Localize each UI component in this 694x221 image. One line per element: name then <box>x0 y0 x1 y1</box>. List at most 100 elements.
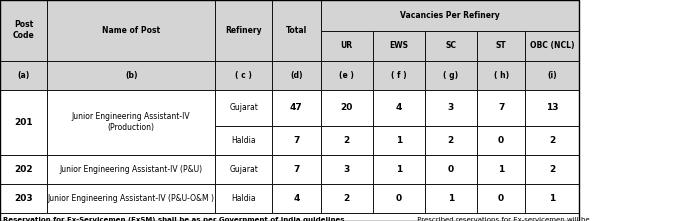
Text: (e ): (e ) <box>339 71 354 80</box>
Bar <box>321 184 373 213</box>
Bar <box>215 61 272 90</box>
Bar <box>321 61 373 90</box>
Bar <box>272 155 321 184</box>
Bar <box>425 90 477 126</box>
Bar <box>215 184 272 213</box>
Text: 20: 20 <box>341 103 353 112</box>
Text: 4: 4 <box>293 194 300 203</box>
Bar <box>47 184 215 213</box>
Bar <box>525 155 579 184</box>
Text: 1: 1 <box>448 194 454 203</box>
Bar <box>373 184 425 213</box>
Bar <box>477 61 525 90</box>
Text: Name of Post: Name of Post <box>102 26 160 35</box>
Bar <box>425 126 477 155</box>
Text: Haldia: Haldia <box>231 136 256 145</box>
Text: Reservation for Ex-Servicemen (ExSM) shall be as per Government of India guideli: Reservation for Ex-Servicemen (ExSM) sha… <box>3 217 348 221</box>
Bar <box>477 155 525 184</box>
Bar <box>321 0 579 31</box>
Text: 7: 7 <box>498 103 505 112</box>
Bar <box>425 184 477 213</box>
Text: Total: Total <box>286 26 307 35</box>
Bar <box>477 126 525 155</box>
Bar <box>0 0 47 61</box>
Bar <box>425 155 477 184</box>
Bar <box>321 155 373 184</box>
Bar <box>215 0 272 61</box>
Text: 2: 2 <box>549 136 556 145</box>
Bar <box>373 61 425 90</box>
Bar <box>525 184 579 213</box>
Bar <box>272 90 321 126</box>
Text: 201: 201 <box>15 118 33 127</box>
Text: 0: 0 <box>498 194 504 203</box>
Text: 0: 0 <box>498 136 504 145</box>
Bar <box>272 126 321 155</box>
Text: 3: 3 <box>448 103 454 112</box>
Text: Gujarat: Gujarat <box>229 103 258 112</box>
Bar <box>525 126 579 155</box>
Bar <box>215 126 272 155</box>
Text: 7: 7 <box>293 136 300 145</box>
Text: 203: 203 <box>15 194 33 203</box>
Text: 47: 47 <box>290 103 303 112</box>
Bar <box>373 155 425 184</box>
Text: 2: 2 <box>448 136 454 145</box>
Text: 2: 2 <box>344 194 350 203</box>
Bar <box>0 155 47 184</box>
Bar <box>0 61 47 90</box>
Text: 0: 0 <box>396 194 402 203</box>
Text: UR: UR <box>341 42 353 50</box>
Text: Junior Engineering Assistant-IV (P&U-O&M ): Junior Engineering Assistant-IV (P&U-O&M… <box>48 194 214 203</box>
Text: 1: 1 <box>396 136 402 145</box>
Bar <box>215 155 272 184</box>
Text: Junior Engineering Assistant-IV
(Production): Junior Engineering Assistant-IV (Product… <box>72 112 190 132</box>
Text: Junior Engineering Assistant-IV (P&U): Junior Engineering Assistant-IV (P&U) <box>60 165 203 174</box>
Text: EWS: EWS <box>389 42 408 50</box>
Bar <box>47 155 215 184</box>
Bar <box>272 184 321 213</box>
Text: 1: 1 <box>498 165 505 174</box>
Text: 1: 1 <box>396 165 402 174</box>
Text: Post
Code: Post Code <box>12 20 35 40</box>
Bar <box>321 31 373 61</box>
Text: 4: 4 <box>396 103 402 112</box>
Text: 2: 2 <box>344 136 350 145</box>
Text: OBC (NCL): OBC (NCL) <box>530 42 575 50</box>
Text: ( h): ( h) <box>493 71 509 80</box>
Text: (d): (d) <box>290 71 303 80</box>
Bar <box>425 31 477 61</box>
Text: Prescribed reservations for Ex-servicemen will be: Prescribed reservations for Ex-serviceme… <box>415 217 590 221</box>
Text: (a): (a) <box>17 71 30 80</box>
Bar <box>373 90 425 126</box>
Text: Vacancies Per Refinery: Vacancies Per Refinery <box>400 11 500 20</box>
Text: ( g): ( g) <box>443 71 458 80</box>
Bar <box>477 90 525 126</box>
Bar <box>47 61 215 90</box>
Text: 1: 1 <box>549 194 556 203</box>
Bar <box>272 0 321 61</box>
Bar <box>0 0 579 221</box>
Bar <box>272 61 321 90</box>
Text: Haldia: Haldia <box>231 194 256 203</box>
Bar <box>425 61 477 90</box>
Bar <box>477 31 525 61</box>
Text: 13: 13 <box>546 103 559 112</box>
Text: Refinery: Refinery <box>226 26 262 35</box>
Bar <box>477 184 525 213</box>
Bar <box>215 90 272 126</box>
Text: SC: SC <box>446 42 456 50</box>
Text: ( f ): ( f ) <box>391 71 407 80</box>
Bar <box>0 90 47 155</box>
Bar <box>525 90 579 126</box>
Text: (i): (i) <box>548 71 557 80</box>
Text: 202: 202 <box>15 165 33 174</box>
Bar <box>321 90 373 126</box>
Text: (b): (b) <box>125 71 137 80</box>
Bar <box>0 213 579 221</box>
Text: ST: ST <box>496 42 507 50</box>
Bar <box>525 61 579 90</box>
Bar <box>373 126 425 155</box>
Bar <box>47 0 215 61</box>
Text: Gujarat: Gujarat <box>229 165 258 174</box>
